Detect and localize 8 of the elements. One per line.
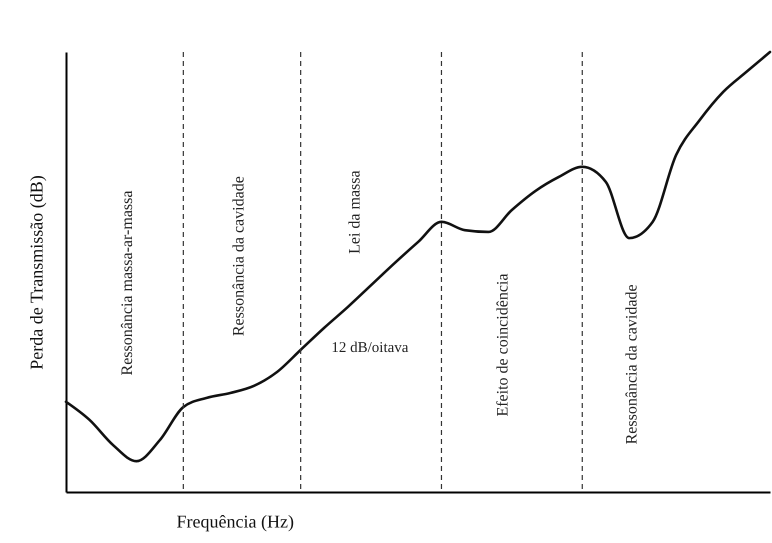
x-axis-title: Frequência (Hz)	[176, 512, 294, 532]
annotation: Ressonância da cavidade	[624, 284, 641, 444]
annotation: 12 dB/oitava	[331, 340, 409, 356]
annotation: Efeito de coincidência	[494, 274, 512, 417]
annotation: Ressonância da cavidade	[230, 176, 248, 336]
y-axis-title: Perda de Transmissão (dB)	[26, 175, 46, 370]
annotation: Lei da massa	[346, 170, 364, 254]
annotation: Ressonância massa-ar-massa	[119, 190, 136, 376]
